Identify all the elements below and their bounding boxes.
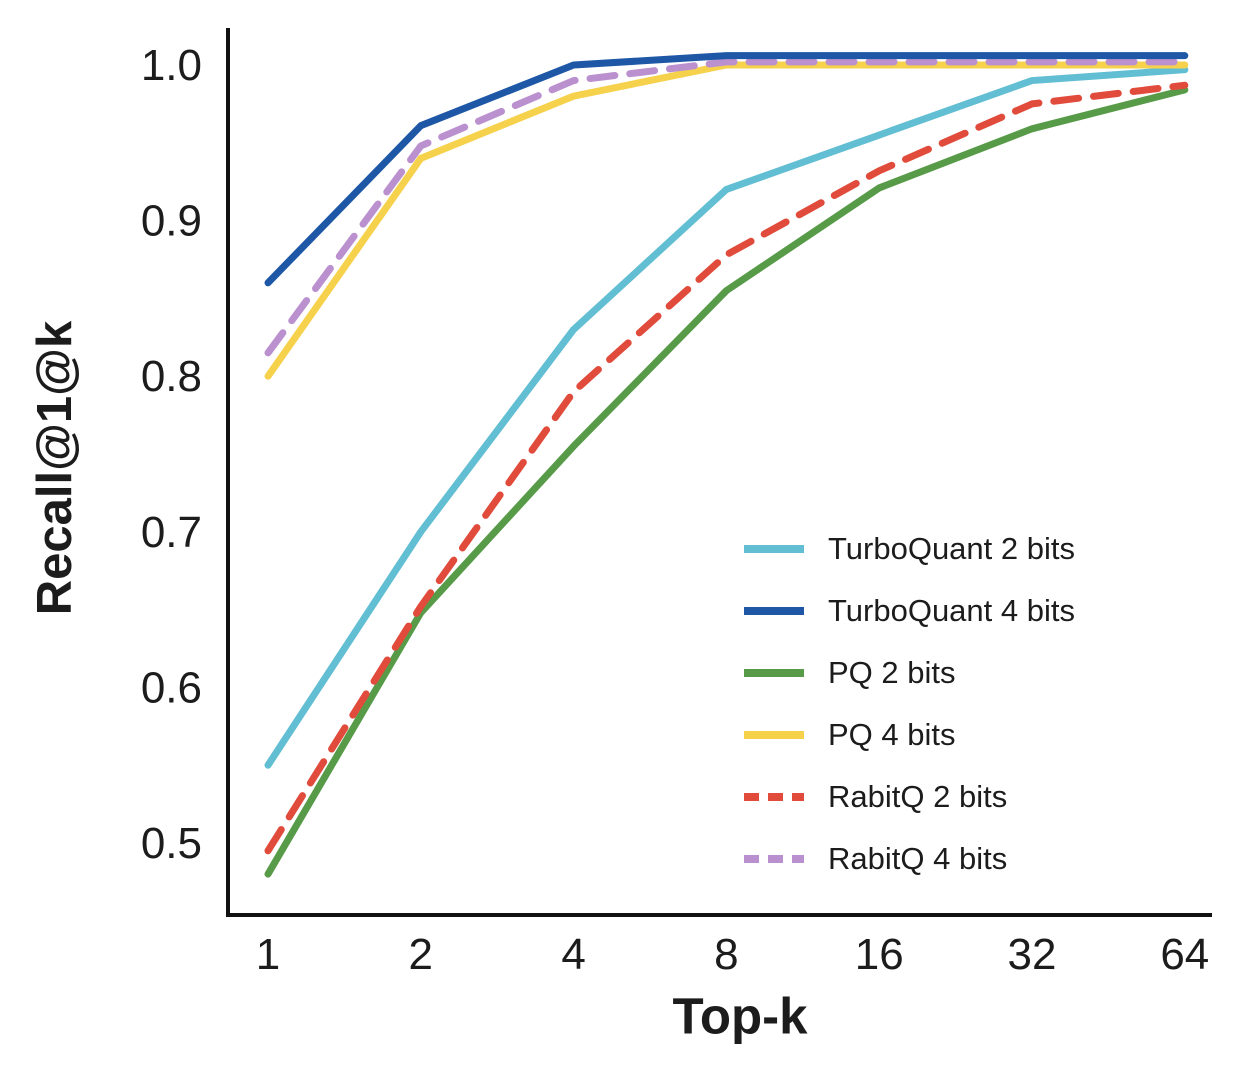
- y-tick-label: 0.8: [141, 352, 202, 401]
- series-line-turboquant-4-bits: [264, 52, 1189, 287]
- legend-swatch-solid: [744, 669, 804, 677]
- series-line-pq-4-bits: [264, 61, 1189, 380]
- x-tick-label: 8: [714, 930, 738, 979]
- legend-label: PQ 4 bits: [828, 717, 956, 752]
- y-tick-label: 0.5: [141, 819, 202, 868]
- x-tick-label: 4: [561, 930, 585, 979]
- y-tick-label: 0.9: [141, 197, 202, 246]
- legend: TurboQuant 2 bits TurboQuant 4 bits PQ 2 b…: [742, 518, 1075, 890]
- legend-swatch-solid: [744, 607, 804, 615]
- axis-spines: [226, 28, 1212, 917]
- x-tick-label: 64: [1160, 930, 1209, 979]
- legend-swatch-dashed: [744, 855, 804, 863]
- x-tick-label: 2: [409, 930, 433, 979]
- legend-label: RabitQ 2 bits: [828, 779, 1008, 814]
- series-line-turboquant-2-bits: [264, 66, 1189, 769]
- legend-item: PQ 2 bits: [742, 642, 1075, 704]
- y-tick-label: 1.0: [141, 41, 202, 90]
- legend-swatch-dashed: [744, 793, 804, 801]
- y-tick-label: 0.7: [141, 508, 202, 557]
- x-axis-title: Top-k: [672, 987, 808, 1045]
- x-tick-label: 16: [855, 930, 904, 979]
- legend-label: TurboQuant 2 bits: [828, 531, 1075, 566]
- legend-label: TurboQuant 4 bits: [828, 593, 1075, 628]
- legend-item: TurboQuant 2 bits: [742, 518, 1075, 580]
- series-line-rabitq-4-bits: [264, 58, 1189, 357]
- series-line-rabitq-2-bits: [264, 81, 1189, 855]
- y-axis-title: Recall@1@k: [28, 320, 82, 616]
- x-tick-label: 32: [1008, 930, 1057, 979]
- legend-item: RabitQ 4 bits: [742, 828, 1075, 890]
- legend-item: PQ 4 bits: [742, 704, 1075, 766]
- legend-label: PQ 2 bits: [828, 655, 956, 690]
- x-tick-label: 1: [256, 930, 280, 979]
- legend-item: TurboQuant 4 bits: [742, 580, 1075, 642]
- legend-swatch-solid: [744, 545, 804, 553]
- legend-label: RabitQ 4 bits: [828, 841, 1008, 876]
- y-tick-label: 0.6: [141, 663, 202, 712]
- legend-swatch-solid: [744, 731, 804, 739]
- legend-item: RabitQ 2 bits: [742, 766, 1075, 828]
